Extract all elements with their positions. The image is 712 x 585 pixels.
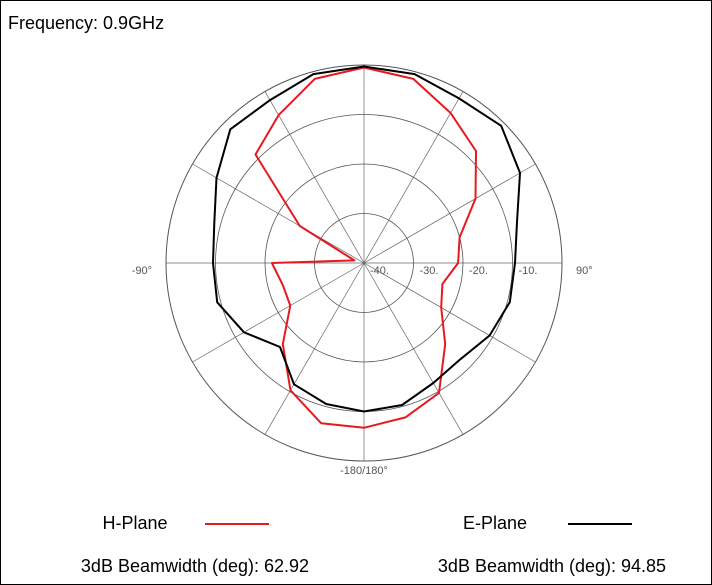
r-tick-label: -20.	[469, 265, 488, 277]
ring	[314, 213, 414, 313]
beamwidth-label: 3dB Beamwidth (deg): 94.85	[438, 556, 666, 576]
theta-label: 90°	[576, 265, 593, 277]
chart-title: Frequency: 0.9GHz	[8, 13, 164, 33]
theta-label: -90°	[132, 265, 152, 277]
r-tick-label: -40.	[370, 265, 389, 277]
r-tick-label: -10.	[519, 265, 538, 277]
legend-label: H-Plane	[102, 513, 167, 533]
r-tick-label: -30.	[420, 265, 439, 277]
beamwidth-label: 3dB Beamwidth (deg): 62.92	[81, 556, 309, 576]
pattern-line	[212, 65, 521, 413]
theta-label: -180/180°	[340, 465, 388, 477]
ring	[264, 163, 464, 363]
legend-label: E-Plane	[463, 513, 527, 533]
